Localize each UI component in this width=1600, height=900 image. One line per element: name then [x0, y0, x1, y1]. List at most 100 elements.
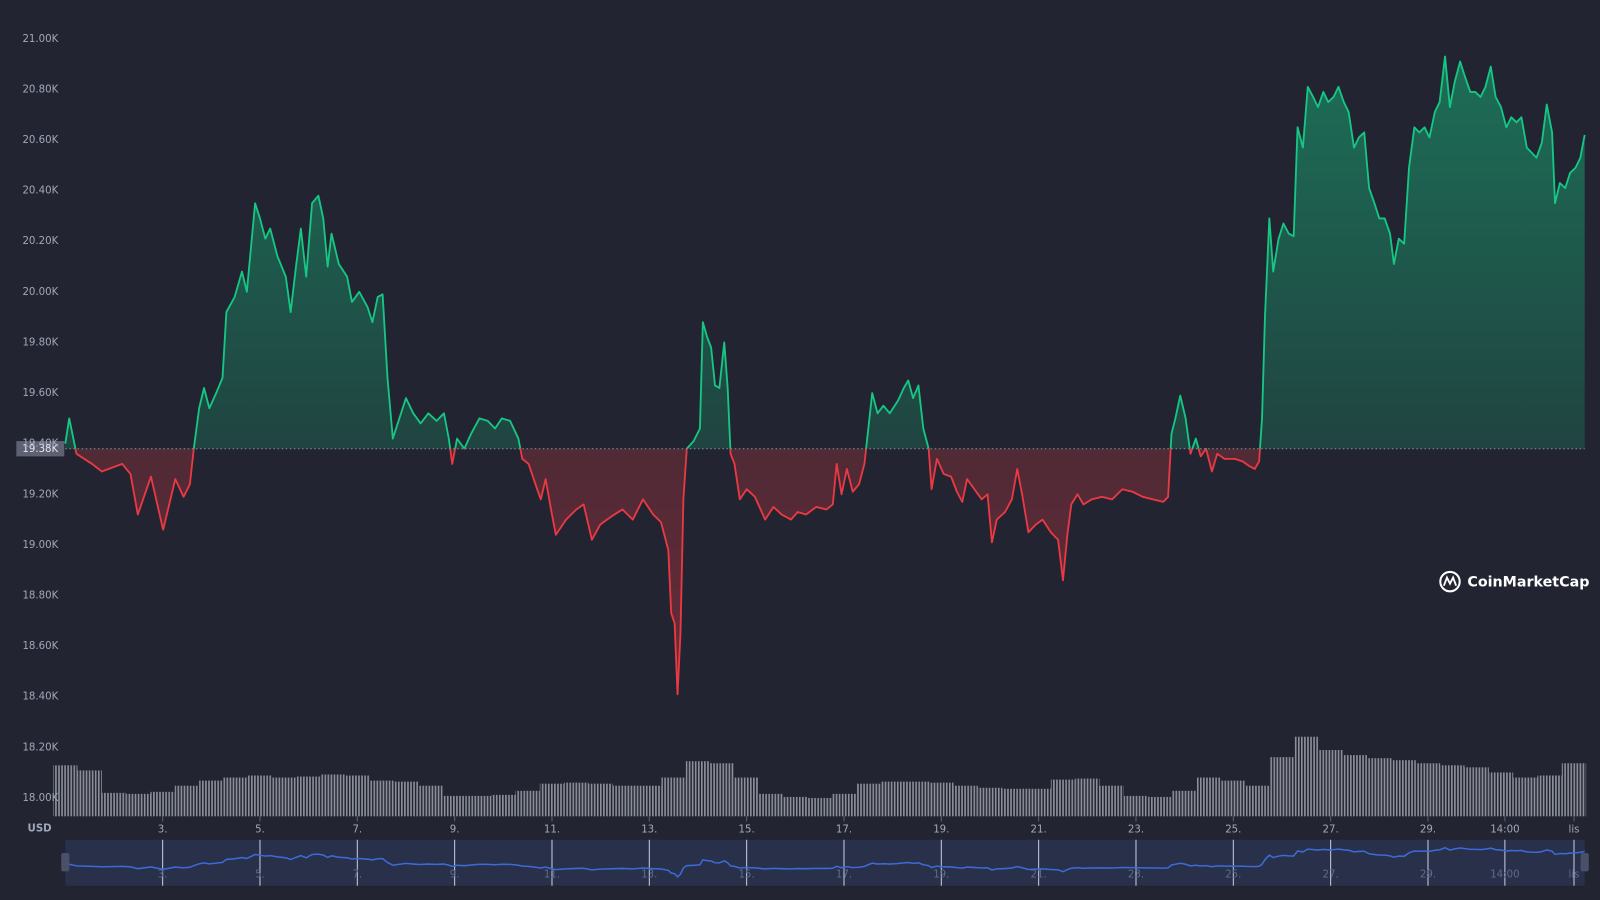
volume-bar — [1269, 757, 1295, 817]
area-down — [75, 448, 1260, 695]
x-tick-label: 19. — [933, 825, 949, 836]
volume-bar — [1367, 758, 1392, 817]
volume-bar — [199, 780, 224, 817]
y-tick-label: 21.00K — [22, 34, 58, 45]
volume-bar — [515, 790, 540, 817]
navigator-handle-right[interactable] — [1580, 853, 1589, 872]
volume-bar — [831, 793, 857, 817]
navigator-handle-left[interactable] — [61, 853, 70, 872]
x-tick-label: 23. — [1128, 825, 1144, 836]
x-tick-label: 14:00 — [1490, 825, 1519, 836]
x-tick-label: 9. — [450, 825, 460, 836]
volume-bar — [1513, 777, 1538, 817]
volume-bar — [1488, 772, 1514, 817]
volume-bar — [1050, 779, 1076, 817]
watermark-logo-mark — [1443, 575, 1457, 587]
volume-bar — [1123, 795, 1149, 817]
volume-bar — [1002, 788, 1027, 817]
volume-bar — [612, 785, 638, 817]
x-tick-label: 3. — [158, 825, 168, 836]
price-line-up — [64, 55, 1586, 449]
volume-bar — [1172, 790, 1197, 817]
volume-bar — [564, 782, 589, 817]
x-tick-label: 15. — [739, 825, 755, 836]
navigator-line — [65, 846, 1585, 878]
y-tick-label: 18.80K — [22, 591, 58, 602]
baseline-label: 19.38K — [22, 444, 58, 455]
volume-bar — [1294, 736, 1319, 817]
volume-bar — [466, 795, 492, 817]
volume-bar — [1561, 763, 1587, 817]
y-tick-label: 18.20K — [22, 742, 58, 753]
x-tick-label: 27. — [1323, 825, 1339, 836]
volume-bar — [1440, 765, 1465, 817]
volume-bar — [637, 785, 662, 817]
baseline-label-box — [16, 441, 65, 457]
navigator-tick-label: 14:00 — [1490, 869, 1519, 880]
navigator-tick-label: 3. — [158, 869, 168, 880]
navigator-tick-label: 25. — [1225, 869, 1241, 880]
x-tick-label: 11. — [544, 825, 560, 836]
volume-bar — [1318, 750, 1343, 817]
volume-bar — [783, 796, 808, 817]
volume-bar — [539, 783, 565, 817]
y-tick-label: 20.40K — [22, 186, 58, 197]
navigator-tick-label: 13. — [641, 869, 657, 880]
price-layer: 19.38K — [16, 55, 1586, 696]
volume-bar — [393, 781, 419, 817]
x-tick-label: lis — [1569, 825, 1580, 836]
volume-bar — [1221, 780, 1246, 817]
volume-bar — [53, 765, 78, 817]
x-tick-label: 21. — [1031, 825, 1047, 836]
volume-bar — [929, 782, 954, 817]
volume-bar — [296, 776, 321, 817]
navigator-tick-label: 27. — [1323, 869, 1339, 880]
navigator-tick-label: 7. — [352, 869, 362, 880]
y-tick-label: 20.00K — [22, 287, 58, 298]
navigator-background — [65, 839, 1585, 886]
volume-bar — [1391, 760, 1416, 817]
navigator-tick-label: 9. — [450, 869, 460, 880]
volume-bar — [661, 777, 686, 817]
x-tick-label: 29. — [1420, 825, 1436, 836]
navigator-tick-label: 17. — [836, 869, 852, 880]
y-tick-label: 18.00K — [22, 793, 58, 804]
volume-bar — [101, 792, 127, 817]
x-tick-label: 7. — [352, 825, 362, 836]
y-tick-label: 19.80K — [22, 337, 58, 348]
navigator-tick-label: 5. — [255, 869, 265, 880]
volume-bar — [807, 797, 832, 817]
watermark-text: CoinMarketCap — [1467, 575, 1589, 591]
currency-label: USD — [28, 824, 52, 835]
navigator-tick-label: lis — [1569, 869, 1580, 880]
y-tick-label: 19.00K — [22, 540, 58, 551]
volume-bar — [1415, 763, 1441, 817]
navigator-tick-label: 19. — [933, 869, 949, 880]
volume-bar — [442, 795, 467, 817]
y-tick-label: 18.60K — [22, 641, 58, 652]
volume-bar — [588, 783, 613, 817]
y-tick-label: 20.20K — [22, 236, 58, 247]
navigator-tick-label: 29. — [1420, 869, 1436, 880]
watermark: CoinMarketCap — [1439, 570, 1589, 593]
volume-bar — [1026, 788, 1051, 817]
volume-bar — [223, 777, 248, 817]
area-up — [65, 56, 1585, 449]
volume-bar — [977, 787, 1003, 817]
volume-bar — [320, 774, 346, 817]
navigator-tick-label: 15. — [739, 869, 755, 880]
volume-layer — [53, 736, 1587, 817]
volume-bar — [491, 794, 516, 817]
volume-bar — [126, 793, 151, 817]
volume-bar — [345, 775, 370, 817]
volume-bar — [369, 780, 394, 817]
volume-bar — [734, 777, 759, 817]
x-tick-label: 17. — [836, 825, 852, 836]
y-tick-label: 19.40K — [22, 439, 58, 450]
y-tick-label: 20.60K — [22, 135, 58, 146]
x-tick-label: 25. — [1225, 825, 1241, 836]
volume-bar — [418, 785, 443, 817]
navigator-layer: 3. 5. 7. 9. 11. 13. 15. 17. 19. 21. 23. 25. 27. 29. 14… — [65, 839, 1585, 886]
